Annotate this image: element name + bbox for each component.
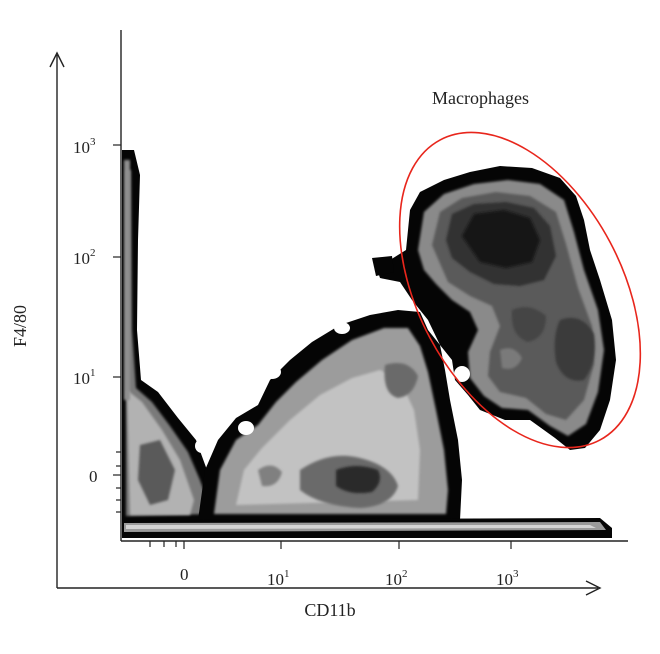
y-axis-title: F4/80 <box>10 305 30 347</box>
population-middle <box>195 310 462 520</box>
outer-axes <box>49 51 602 596</box>
y-axis-arrowhead <box>49 51 65 68</box>
population-left <box>122 150 455 535</box>
x-tick-marks <box>149 541 512 549</box>
x-axis-title: CD11b <box>304 600 355 620</box>
density-contours <box>122 150 616 538</box>
x-tick-label-2: 102 <box>385 568 408 589</box>
population-macrophages <box>372 166 616 450</box>
y-tick-marks <box>113 144 121 513</box>
x-tick-label-3: 103 <box>496 568 519 589</box>
y-tick-label-1: 101 <box>73 367 96 388</box>
x-axis-arrowhead <box>585 580 602 596</box>
plot-frame <box>120 30 628 542</box>
x-tick-labels: 0 101 102 103 <box>180 565 519 589</box>
y-tick-label-3: 103 <box>73 136 96 157</box>
y-tick-label-0: 0 <box>89 467 98 486</box>
y-tick-labels: 0 101 102 103 <box>73 136 98 486</box>
macrophage-gate-ellipse <box>398 131 642 449</box>
x-tick-label-1: 101 <box>267 568 290 589</box>
y-tick-label-2: 102 <box>73 247 96 268</box>
x-tick-label-0: 0 <box>180 565 189 584</box>
population-baseline <box>122 518 612 538</box>
macrophage-gate-label: Macrophages <box>432 88 529 108</box>
